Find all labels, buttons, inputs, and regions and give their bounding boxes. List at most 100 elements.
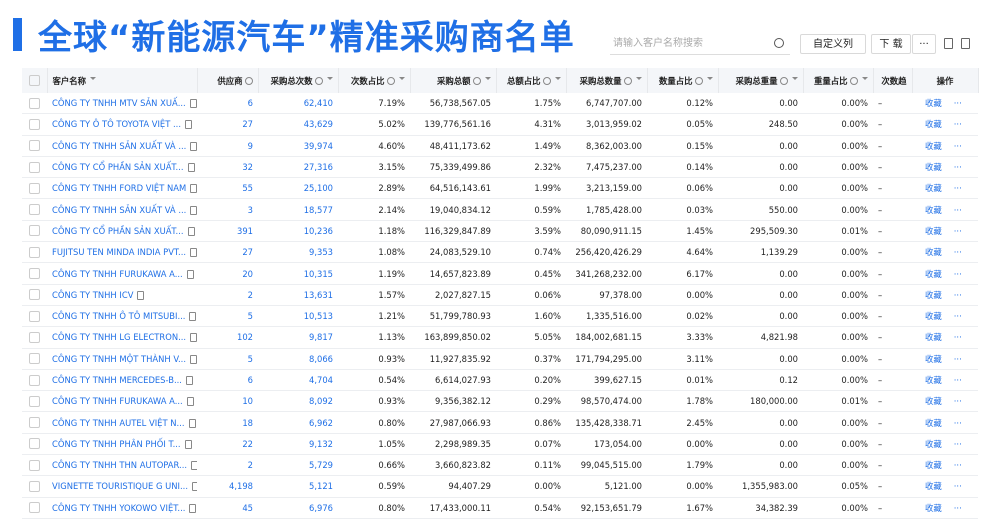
more-link[interactable]: ··· [953,204,962,215]
copy-icon[interactable] [192,482,197,492]
customer-name[interactable]: CÔNG TY CỔ PHẦN SẢN XUẤT... [52,225,184,236]
copy-icon[interactable] [187,226,195,236]
favorite-link[interactable]: 收藏 [925,417,942,428]
checkbox[interactable] [29,310,40,322]
purchase-count[interactable]: 27,316 [258,156,338,179]
customer-name[interactable]: CÔNG TY Ô TÔ TOYOTA VIỆT ... [52,119,181,130]
customer-name[interactable]: CÔNG TY TNHH FURUKAWA A... [52,396,183,407]
favorite-link[interactable]: 收藏 [925,332,942,343]
copy-icon[interactable] [186,397,194,407]
customer-name[interactable]: CÔNG TY TNHH MTV SẢN XUẤ... [52,98,186,109]
checkbox[interactable] [29,140,40,152]
customer-name[interactable]: CÔNG TY TNHH MỘT THÀNH V... [52,353,186,364]
favorite-link[interactable]: 收藏 [925,502,942,513]
more-link[interactable]: ··· [953,119,962,130]
copy-icon[interactable] [191,461,197,471]
favorite-link[interactable]: 收藏 [925,140,942,151]
sort-icon[interactable] [398,77,405,85]
purchase-count[interactable]: 4,704 [258,369,338,392]
more-link[interactable]: ··· [953,502,962,513]
customer-name[interactable]: CÔNG TY TNHH ICV [52,289,134,300]
delete-icon[interactable] [944,38,953,49]
purchase-count[interactable]: 18,577 [258,198,338,221]
supplier-count[interactable]: 5 [197,348,258,370]
more-link[interactable]: ··· [953,225,962,236]
checkbox[interactable] [29,438,40,450]
copy-icon[interactable] [184,120,192,130]
supplier-count[interactable]: 10 [197,390,258,413]
purchase-count[interactable]: 8,092 [258,390,338,413]
favorite-link[interactable]: 收藏 [925,162,942,173]
purchase-count[interactable]: 10,513 [258,305,338,328]
supplier-count[interactable]: 45 [197,497,258,519]
supplier-count[interactable]: 22 [197,433,258,456]
supplier-count[interactable]: 55 [197,177,258,200]
favorite-link[interactable]: 收藏 [925,225,942,236]
checkbox[interactable] [29,161,40,173]
custom-columns-button[interactable]: 自定义列 [800,34,866,54]
purchase-count[interactable]: 25,100 [258,177,338,200]
supplier-count[interactable]: 102 [197,326,258,349]
customer-name[interactable]: CÔNG TY CỔ PHẦN SẢN XUẤT... [52,162,184,173]
customer-name[interactable]: CÔNG TY TNHH MERCEDES-B... [52,375,182,385]
supplier-count[interactable]: 2 [197,454,258,477]
more-link[interactable]: ··· [953,353,962,364]
sort-icon[interactable] [791,77,798,85]
more-link[interactable]: ··· [953,460,962,471]
checkbox[interactable] [29,289,40,301]
purchase-count[interactable]: 6,976 [258,497,338,519]
favorite-link[interactable]: 收藏 [925,247,942,258]
customer-name[interactable]: CÔNG TY TNHH FURUKAWA A... [52,268,183,279]
more-link[interactable]: ··· [953,332,962,343]
checkbox[interactable] [29,246,40,258]
favorite-link[interactable]: 收藏 [925,98,942,109]
customer-name[interactable]: CÔNG TY TNHH THN AUTOPAR... [52,460,188,471]
sort-icon[interactable] [706,77,713,85]
purchase-count[interactable]: 9,132 [258,433,338,456]
more-link[interactable]: ··· [953,162,962,173]
purchase-count[interactable]: 9,817 [258,326,338,349]
purchase-count[interactable]: 10,236 [258,220,338,243]
copy-icon[interactable] [190,205,197,215]
customer-name[interactable]: FUJITSU TEN MINDA INDIA PVT... [52,247,187,258]
purchase-count[interactable]: 10,315 [258,262,338,285]
sort-icon[interactable] [554,77,561,85]
favorite-link[interactable]: 收藏 [925,204,942,215]
supplier-count[interactable]: 6 [197,369,258,392]
copy-icon[interactable] [189,99,197,109]
checkbox[interactable] [29,97,40,109]
purchase-count[interactable]: 6,962 [258,411,338,434]
favorite-link[interactable]: 收藏 [925,460,942,471]
more-link[interactable]: ··· [953,438,962,449]
customer-name[interactable]: VIGNETTE TOURISTIQUE G UNI... [52,481,188,492]
customer-name[interactable]: CÔNG TY TNHH LG ELECTRON... [52,332,187,343]
copy-icon[interactable] [186,269,194,279]
favorite-link[interactable]: 收藏 [925,353,942,364]
checkbox[interactable] [29,331,40,343]
customer-name[interactable]: CÔNG TY TNHH SẢN XUẤT VÀ ... [52,204,187,215]
purchase-count[interactable]: 8,066 [258,348,338,370]
favorite-link[interactable]: 收藏 [925,481,942,492]
more-link[interactable]: ··· [953,375,962,385]
sort-icon[interactable] [90,77,96,85]
copy-icon[interactable] [189,503,197,513]
supplier-count[interactable]: 20 [197,262,258,285]
customer-name[interactable]: CÔNG TY TNHH AUTEL VIỆT N... [52,417,185,428]
purchase-count[interactable]: 5,729 [258,454,338,477]
checkbox[interactable] [29,353,40,365]
sort-icon[interactable] [484,77,491,85]
supplier-count[interactable]: 9 [197,135,258,157]
download-button[interactable]: 下 载 [871,34,911,54]
checkbox[interactable] [29,374,40,386]
checkbox[interactable] [29,268,40,280]
checkbox[interactable] [29,204,40,216]
copy-icon[interactable] [188,418,196,428]
copy-icon[interactable] [190,248,197,258]
copy-icon[interactable] [137,290,145,300]
customer-name[interactable]: CÔNG TY TNHH Ô TÔ MITSUBI... [52,311,186,322]
sort-icon[interactable] [861,77,868,85]
checkbox[interactable] [29,502,40,514]
copy-icon[interactable] [185,376,193,385]
checkbox[interactable] [29,225,40,237]
favorite-link[interactable]: 收藏 [925,311,942,322]
